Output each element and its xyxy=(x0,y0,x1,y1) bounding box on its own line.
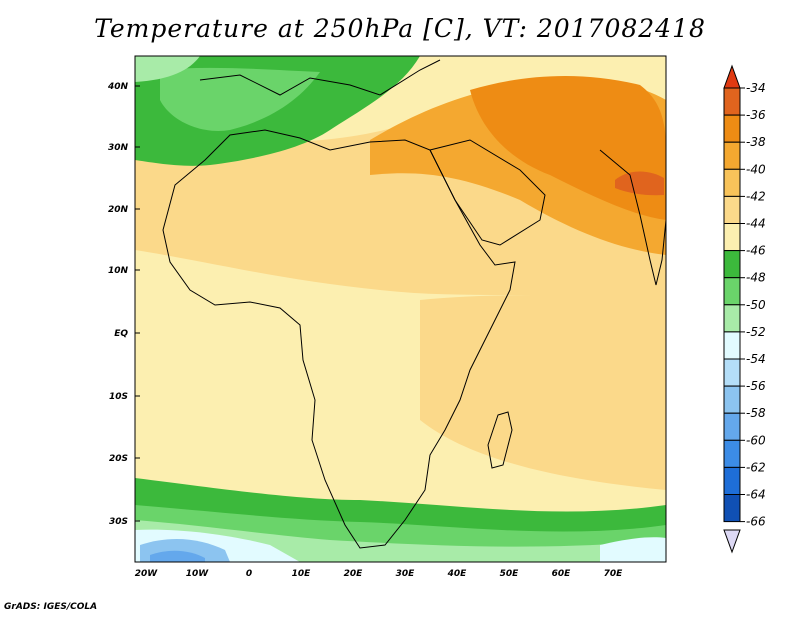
lon-label: 0 xyxy=(246,569,252,579)
colorbar-top-arrow xyxy=(723,64,741,89)
lat-label: 30S xyxy=(109,517,128,527)
colorbar-label: -64 xyxy=(746,488,766,502)
colorbar-block xyxy=(723,304,741,333)
lat-label: 30N xyxy=(108,143,129,153)
colorbar-block xyxy=(723,87,741,116)
lon-label: 10E xyxy=(292,569,312,579)
colorbar-block xyxy=(723,358,741,387)
field-warm-south xyxy=(420,290,666,490)
lat-label: 20S xyxy=(109,454,128,464)
colorbar-block xyxy=(723,141,741,170)
colorbar-label: -66 xyxy=(746,515,766,529)
colorbar-block xyxy=(723,223,741,252)
field-cyan-se xyxy=(600,537,666,562)
colorbar-label: -42 xyxy=(746,189,766,203)
lat-label: 10N xyxy=(108,266,129,276)
colorbar-label: -48 xyxy=(746,271,766,285)
colorbar-label: -36 xyxy=(746,108,766,122)
colorbar-block xyxy=(723,168,741,197)
colorbar: -34 -36 -38 -40 -42 -44 -46 -48 -50 -52 -54 -56 -58 -… xyxy=(723,64,766,554)
colorbar-label: -54 xyxy=(746,352,766,366)
lon-label: 70E xyxy=(604,569,624,579)
field-hotspot xyxy=(615,171,664,196)
field-lightgreen-north xyxy=(160,67,320,131)
map-frame xyxy=(134,55,667,563)
coastlines xyxy=(162,59,666,549)
colorbar-label: -46 xyxy=(746,244,766,258)
colorbar-block xyxy=(723,277,741,306)
lat-label: 20N xyxy=(108,205,129,215)
colorbar-label: -38 xyxy=(746,135,766,149)
colorbar-block xyxy=(723,114,741,143)
colorbar-label: -50 xyxy=(746,298,766,312)
colorbar-label: -34 xyxy=(746,81,766,95)
colorbar-block xyxy=(723,331,741,360)
lon-label: 30E xyxy=(396,569,416,579)
longitude-axis: 20W 10W 0 10E 20E 30E 40E 50E 60E 70E xyxy=(135,569,623,579)
colorbar-block xyxy=(723,439,741,468)
colorbar-block xyxy=(723,195,741,224)
colorbar-label: -60 xyxy=(746,433,766,447)
colorbar-label: -52 xyxy=(746,325,766,339)
lon-label: 40E xyxy=(447,569,468,579)
lat-label: 10S xyxy=(109,392,128,402)
lat-label: EQ xyxy=(114,329,128,339)
arabia-outline xyxy=(429,139,546,246)
field-blue2-south xyxy=(150,550,205,562)
india-outline xyxy=(599,149,666,286)
colorbar-block xyxy=(723,412,741,441)
colorbar-block xyxy=(723,385,741,414)
lat-label: 40N xyxy=(107,82,129,92)
colorbar-label: -40 xyxy=(746,162,766,176)
latitude-axis: 40N 30N 20N 10N EQ 10S 20S 30S xyxy=(107,82,140,527)
colorbar-label: -56 xyxy=(746,379,766,393)
europe-coast xyxy=(199,59,441,96)
colorbar-block xyxy=(723,466,741,495)
colorbar-block xyxy=(723,494,741,523)
madagascar-outline xyxy=(487,411,513,469)
temperature-field xyxy=(135,56,666,562)
lon-label: 10W xyxy=(186,569,210,579)
lon-label: 20W xyxy=(135,569,159,579)
africa-coastline xyxy=(162,129,516,549)
lon-label: 60E xyxy=(552,569,572,579)
map-title: Temperature at 250hPa [C], VT: 201708241… xyxy=(94,14,706,43)
lon-label: 50E xyxy=(500,569,520,579)
lon-label: 20E xyxy=(344,569,364,579)
colorbar-label: -44 xyxy=(746,217,766,231)
colorbar-label: -58 xyxy=(746,406,766,420)
colorbar-label: -62 xyxy=(746,460,766,474)
colorbar-bottom-arrow xyxy=(723,529,741,554)
grads-credit: GrADS: IGES/COLA xyxy=(4,602,98,612)
field-palegreen-north xyxy=(135,56,200,82)
colorbar-block xyxy=(723,250,741,279)
